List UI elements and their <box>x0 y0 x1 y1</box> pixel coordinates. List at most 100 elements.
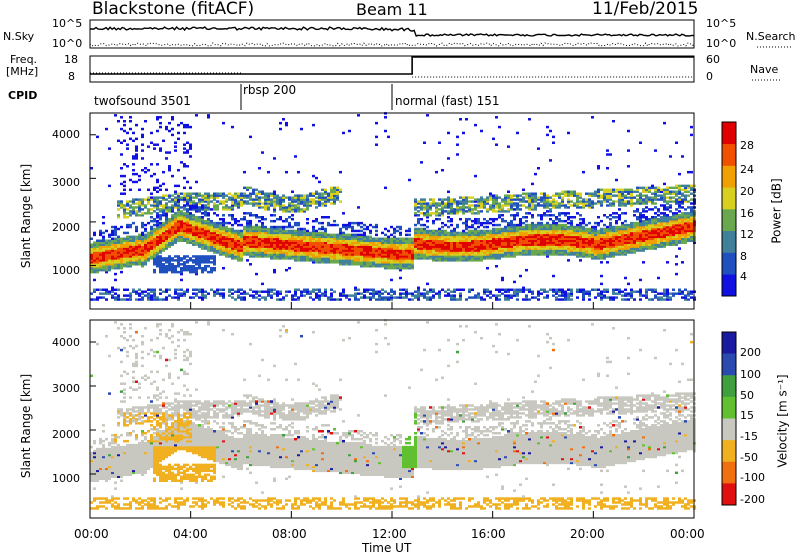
power-cell <box>237 289 240 291</box>
power-cell <box>201 194 204 196</box>
power-cell <box>576 192 579 194</box>
power-cell <box>273 220 276 222</box>
power-cell <box>207 255 210 257</box>
power-cell <box>105 298 108 300</box>
power-cell <box>294 194 297 196</box>
power-cell <box>381 289 384 291</box>
power-cell <box>369 289 372 291</box>
power-cell <box>441 226 444 228</box>
power-cell <box>333 234 336 236</box>
power-cell <box>114 226 117 228</box>
power-cell <box>546 290 549 292</box>
power-cell <box>381 232 384 234</box>
power-cell <box>327 216 330 218</box>
power-cell <box>225 226 228 228</box>
power-cell <box>96 296 99 298</box>
power-cell <box>96 136 99 138</box>
power-cell <box>477 218 480 220</box>
power-cell <box>447 289 450 291</box>
power-cell <box>111 294 114 296</box>
nsearch-series <box>90 43 694 46</box>
power-cell <box>279 216 282 218</box>
power-cell <box>276 218 279 220</box>
power-cell <box>414 212 417 214</box>
power-cell <box>186 255 189 257</box>
power-cell <box>198 216 201 218</box>
power-cell <box>462 230 465 232</box>
power-cell <box>501 228 504 230</box>
power-cell <box>582 171 585 173</box>
power-cell <box>267 228 270 230</box>
power-cell <box>237 200 240 202</box>
power-cell <box>549 289 552 291</box>
power-cell <box>480 222 483 224</box>
power-cell <box>129 210 132 212</box>
power-cell <box>447 191 450 193</box>
power-cell <box>459 289 462 291</box>
power-cell <box>180 122 183 124</box>
power-cell <box>273 289 276 291</box>
power-cell <box>357 206 360 208</box>
power-cell <box>573 226 576 228</box>
power-cell <box>528 224 531 226</box>
noise-panel <box>90 27 792 47</box>
power-cell <box>561 191 564 193</box>
power-cell <box>336 224 339 226</box>
power-cell <box>153 143 156 145</box>
power-cell <box>156 143 159 145</box>
power-cell <box>102 296 105 298</box>
power-cell <box>423 198 426 200</box>
power-cell <box>258 294 261 296</box>
power-cell <box>450 198 453 200</box>
power-cell <box>414 294 417 296</box>
power-cell <box>582 218 585 220</box>
power-cell <box>303 228 306 230</box>
power-cell <box>126 212 129 214</box>
power-cell <box>414 290 417 292</box>
power-cell <box>189 155 192 157</box>
power-cell <box>552 142 555 144</box>
power-cell <box>510 289 513 291</box>
power-cell <box>291 226 294 228</box>
power-cell <box>273 292 276 294</box>
power-cell <box>213 222 216 224</box>
power-cell <box>171 134 174 136</box>
power-cell <box>384 238 387 240</box>
power-cell <box>147 232 150 234</box>
power-cell <box>189 296 192 298</box>
power-cell <box>270 226 273 228</box>
power-cell <box>201 216 204 218</box>
power-cell <box>471 200 474 202</box>
power-cell <box>396 296 399 298</box>
power-cell <box>159 122 162 124</box>
power-cell <box>354 292 357 294</box>
power-cell <box>180 257 183 259</box>
power-cell <box>327 222 330 224</box>
power-cell <box>489 290 492 292</box>
power-cell <box>330 202 333 204</box>
power-cell <box>228 214 231 216</box>
power-cell <box>333 220 336 222</box>
power-cell <box>555 192 558 194</box>
power-cell <box>318 192 321 194</box>
power-cell <box>264 192 267 194</box>
power-cell <box>246 194 249 196</box>
power-cell <box>267 192 270 194</box>
power-cell <box>183 151 186 153</box>
power-cell <box>162 263 165 265</box>
power-cell <box>123 232 126 234</box>
power-cell <box>177 255 180 257</box>
power-cell <box>543 224 546 226</box>
power-cell <box>117 289 120 291</box>
power-cell <box>495 143 498 145</box>
power-cell <box>504 194 507 196</box>
power-cell <box>456 136 459 138</box>
power-cell <box>189 143 192 145</box>
power-cell <box>348 298 351 300</box>
power-cell <box>423 289 426 291</box>
power-cell <box>393 236 396 238</box>
power-cell <box>156 130 159 132</box>
power-cell <box>216 192 219 194</box>
power-cell <box>174 191 177 193</box>
power-cell <box>159 255 162 257</box>
